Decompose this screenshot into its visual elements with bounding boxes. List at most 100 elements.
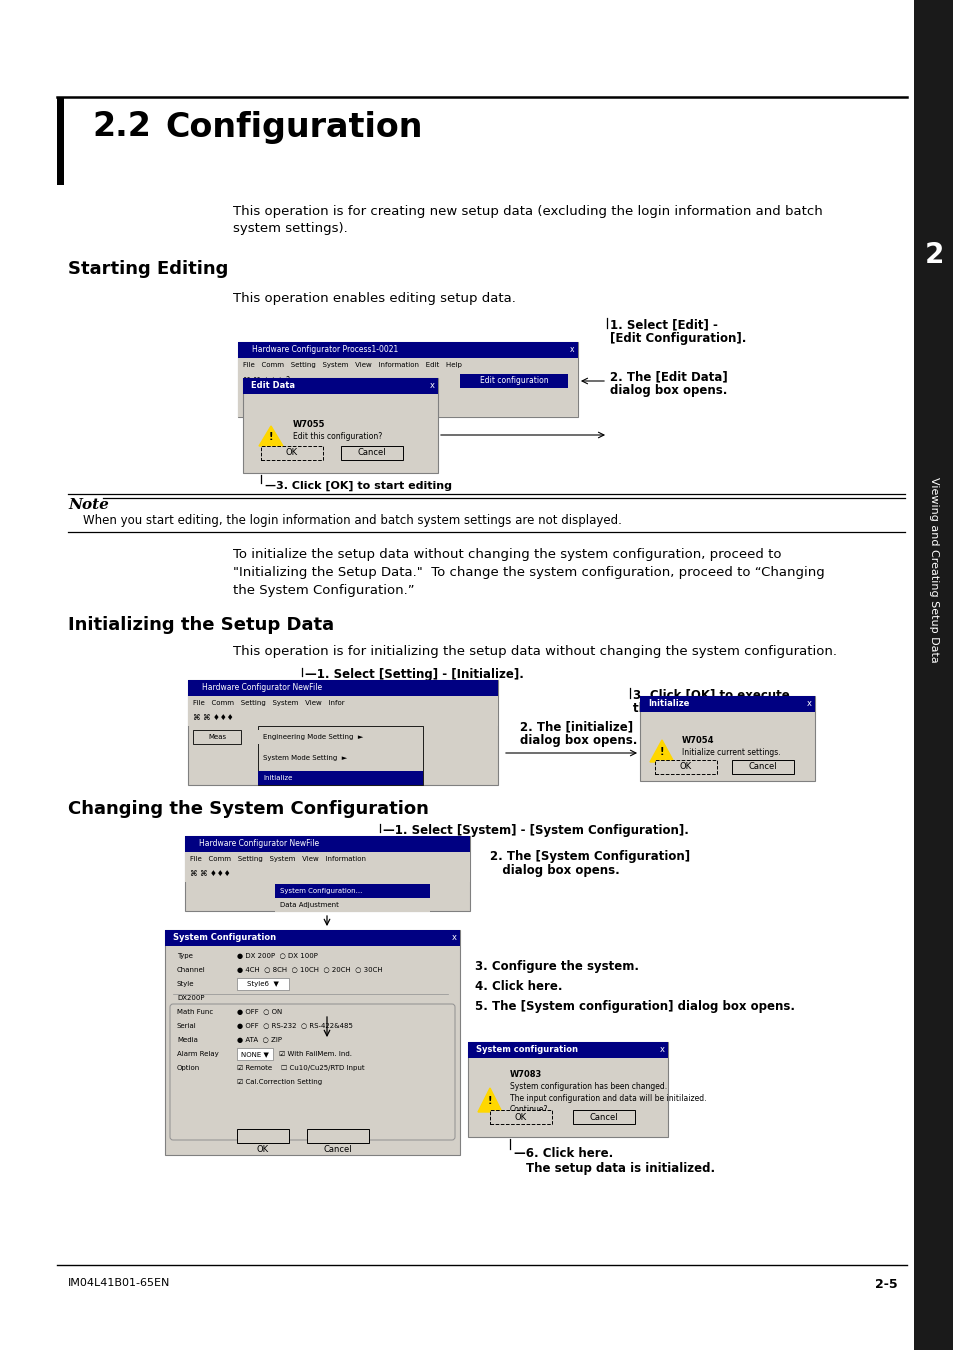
Text: 2.2: 2.2 [91,111,151,143]
Text: Cancel: Cancel [589,1112,618,1122]
Bar [193,730,241,744]
Text: Initializing the Setup Data: Initializing the Setup Data [68,616,334,634]
Text: Initialize current settings.: Initialize current settings. [681,748,780,757]
Text: Edit this configuration?: Edit this configuration? [293,432,382,441]
Text: 2-5: 2-5 [875,1278,897,1291]
Text: ☑ Cal.Correction Setting: ☑ Cal.Correction Setting [236,1079,322,1085]
Bar [257,730,422,744]
Bar [188,710,497,726]
Text: ☑ Remote: ☑ Remote [236,1065,272,1071]
Text: x: x [429,382,434,390]
Bar [185,836,470,852]
Text: Viewing and Creating Setup Data: Viewing and Creating Setup Data [928,477,938,663]
Text: Cancel: Cancel [357,448,386,458]
Text: W7055: W7055 [293,420,325,429]
Text: 4. Click here.: 4. Click here. [475,980,562,994]
Text: —6. Click here.: —6. Click here. [514,1148,613,1160]
Text: [Edit Configuration].: [Edit Configuration]. [609,332,745,346]
Text: System Mode Setting  ►: System Mode Setting ► [263,755,347,761]
Text: Engineering Mode Setting  ►: Engineering Mode Setting ► [263,734,363,740]
Text: !: ! [487,1096,492,1106]
Text: system settings).: system settings). [233,221,348,235]
Bar [188,697,497,710]
Bar [185,852,470,865]
Text: ☑ With FailMem. Ind.: ☑ With FailMem. Ind. [278,1052,352,1057]
Bar [188,680,497,697]
Bar [237,390,578,417]
Text: Serial: Serial [177,1023,196,1029]
Text: File   Comm   Setting   System   View   Infor: File Comm Setting System View Infor [193,701,344,706]
Polygon shape [258,427,283,446]
Text: Changing the System Configuration: Changing the System Configuration [68,801,429,818]
Text: "Initializing the Setup Data."  To change the system configuration, proceed to “: "Initializing the Setup Data." To change… [233,566,824,579]
Bar [913,0,953,1350]
Text: ● OFF  ○ RS-232  ○ RS-422&485: ● OFF ○ RS-232 ○ RS-422&485 [236,1023,353,1029]
Text: File   Comm   Setting   System   View   Information: File Comm Setting System View Informatio… [190,856,366,863]
Polygon shape [477,1088,501,1112]
Text: ☐ Cu10/Cu25/RTD Input: ☐ Cu10/Cu25/RTD Input [281,1065,364,1071]
Text: Style: Style [177,981,194,987]
Text: ● OFF  ○ ON: ● OFF ○ ON [236,1008,282,1015]
Bar [307,1129,369,1143]
Bar [165,930,459,1156]
Text: When you start editing, the login information and batch system settings are not : When you start editing, the login inform… [83,514,621,526]
Text: Starting Editing: Starting Editing [68,261,228,278]
Bar [185,836,470,911]
Text: Option: Option [177,1065,200,1071]
Text: Configuration: Configuration [165,111,422,143]
Text: The setup data is initialized.: The setup data is initialized. [525,1162,715,1174]
Text: !: ! [269,432,273,441]
Text: 3. Click [OK] to execute: 3. Click [OK] to execute [633,688,789,701]
Text: Math Func: Math Func [177,1008,213,1015]
Bar [913,230,953,279]
Text: Channel: Channel [177,967,206,973]
Text: This operation is for creating new setup data (excluding the login information a: This operation is for creating new setup… [233,205,821,217]
Bar [639,697,814,782]
Text: This operation enables editing setup data.: This operation enables editing setup dat… [233,292,516,305]
Bar [274,898,430,913]
Text: System configuration: System configuration [476,1045,578,1054]
Text: ● ATA  ○ ZIP: ● ATA ○ ZIP [236,1037,282,1044]
Text: —1. Select [System] - [System Configuration].: —1. Select [System] - [System Configurat… [382,824,688,837]
Text: This operation is for initializing the setup data without changing the system co: This operation is for initializing the s… [233,645,836,657]
Text: the System Configuration.”: the System Configuration.” [233,585,415,597]
Bar [274,884,430,898]
Text: Cancel: Cancel [323,1146,352,1154]
Text: NONE ▼: NONE ▼ [241,1052,269,1057]
FancyBboxPatch shape [170,1004,455,1139]
Text: ● 4CH  ○ 8CH  ○ 10CH  ○ 20CH  ○ 30CH: ● 4CH ○ 8CH ○ 10CH ○ 20CH ○ 30CH [236,967,382,973]
Text: W7083: W7083 [510,1071,541,1079]
Bar [188,680,497,784]
Bar [243,378,437,472]
Bar [731,760,793,774]
Bar [236,977,289,990]
Bar [57,97,64,185]
Text: Hardware Configurator NewFile: Hardware Configurator NewFile [199,840,319,849]
Text: ● DX 200P  ○ DX 100P: ● DX 200P ○ DX 100P [236,953,317,958]
Bar [340,446,402,460]
Text: OK: OK [515,1112,526,1122]
Text: ⌘ ⌘ ♦♦♦ ?: ⌘ ⌘ ♦♦♦ ? [243,377,290,386]
Text: IM04L41B01-65EN: IM04L41B01-65EN [68,1278,171,1288]
Bar [237,342,578,358]
Text: Style6  ▼: Style6 ▼ [247,981,278,987]
Text: System Configuration: System Configuration [172,933,275,942]
Text: 2. The [initialize]: 2. The [initialize] [519,720,633,733]
Text: Hardware Configurator NewFile: Hardware Configurator NewFile [202,683,322,693]
Text: OK: OK [286,448,297,458]
Text: dialog box opens.: dialog box opens. [490,864,619,878]
Text: x: x [451,933,456,942]
Text: Media: Media [177,1037,197,1044]
Text: System Configuration...: System Configuration... [280,888,362,894]
Text: ⌘ ⌘ ♦♦♦: ⌘ ⌘ ♦♦♦ [193,714,233,722]
Text: 2: 2 [923,242,943,269]
Text: the initialization.: the initialization. [633,702,746,716]
Text: File   Comm   Setting   System   View   Information   Edit   Help: File Comm Setting System View Informatio… [243,362,461,369]
Text: Continue?: Continue? [510,1106,548,1114]
Bar [236,1048,273,1060]
Bar [655,760,717,774]
Bar [490,1110,552,1125]
Polygon shape [649,740,673,761]
Text: —3. Click [OK] to start editing: —3. Click [OK] to start editing [265,481,452,491]
Text: 5. The [System configuration] dialog box opens.: 5. The [System configuration] dialog box… [475,1000,794,1012]
